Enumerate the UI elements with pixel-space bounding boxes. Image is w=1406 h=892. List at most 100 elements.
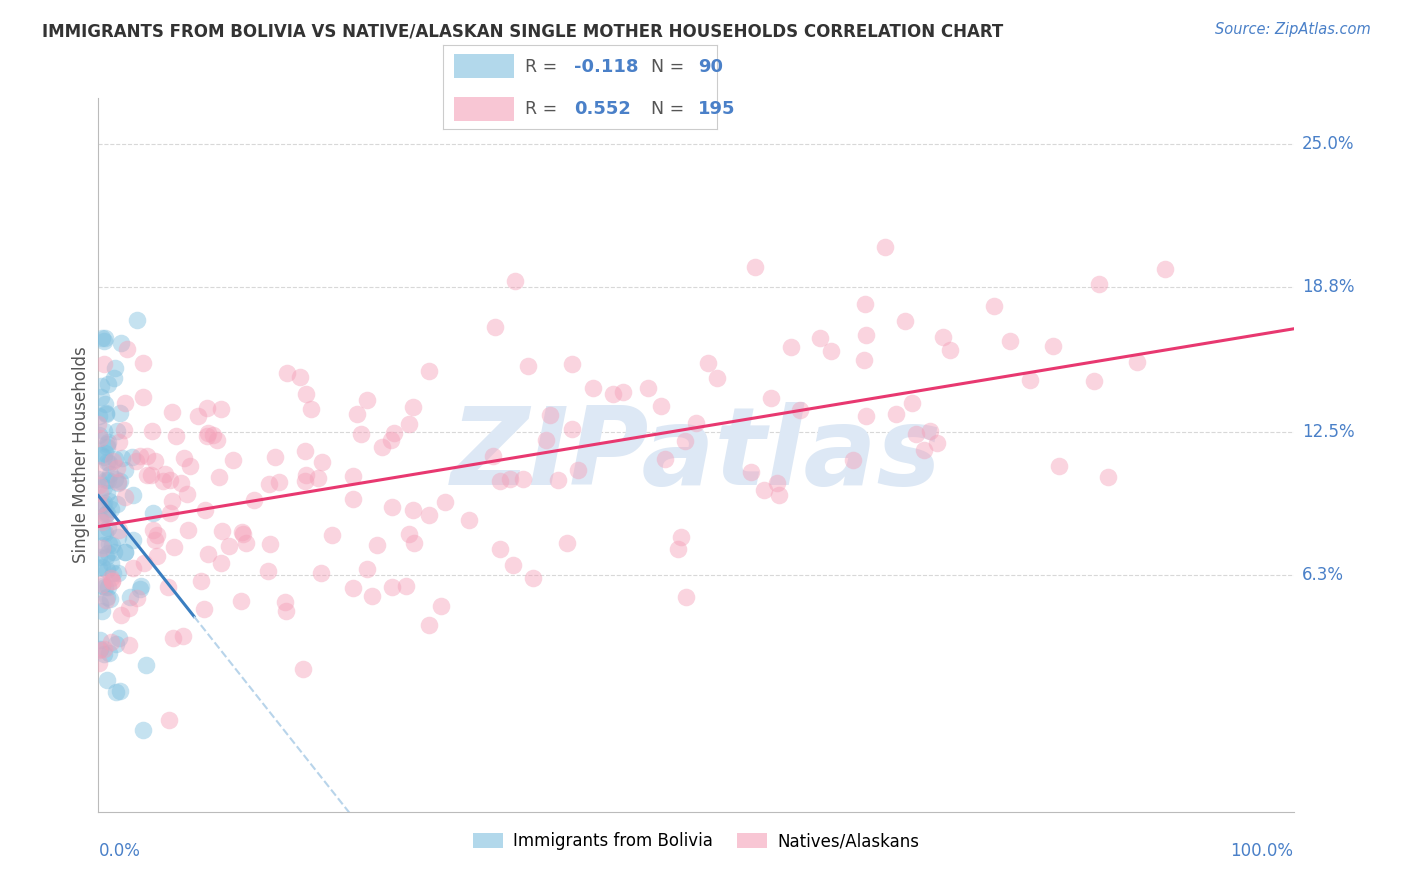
Point	[87, 643, 110, 657]
Point	[96, 408, 118, 422]
Point	[855, 328, 877, 343]
Point	[418, 508, 440, 522]
Point	[94, 446, 117, 460]
Point	[93, 334, 115, 348]
Point	[108, 631, 131, 645]
Point	[855, 409, 877, 424]
Point	[157, 713, 180, 727]
Point	[927, 436, 949, 450]
Point	[90, 379, 112, 393]
Point	[299, 402, 322, 417]
Point	[294, 474, 316, 488]
Point	[939, 343, 962, 357]
Point	[567, 463, 589, 477]
Point	[768, 488, 790, 502]
Point	[173, 451, 195, 466]
Point	[103, 544, 125, 558]
Point	[780, 340, 803, 354]
Point	[100, 538, 122, 552]
Point	[160, 405, 183, 419]
Point	[118, 638, 141, 652]
Point	[105, 498, 128, 512]
Point	[91, 498, 114, 512]
Point	[108, 474, 131, 488]
Point	[875, 240, 897, 254]
Point	[202, 427, 225, 442]
Text: N =: N =	[651, 100, 690, 118]
Point	[94, 508, 117, 523]
Point	[157, 580, 180, 594]
Point	[129, 449, 152, 463]
Point	[89, 498, 111, 512]
Point	[669, 530, 692, 544]
Point	[602, 387, 624, 401]
Point	[87, 463, 110, 477]
Point	[998, 334, 1021, 348]
Point	[94, 580, 117, 594]
Point	[211, 524, 233, 538]
Point	[118, 590, 141, 604]
Point	[134, 556, 156, 570]
Point	[96, 437, 118, 451]
Point	[145, 453, 167, 467]
Point	[96, 486, 118, 500]
Point	[675, 591, 697, 605]
Point	[89, 512, 111, 526]
Point	[983, 299, 1005, 313]
Point	[912, 442, 935, 457]
Text: R =: R =	[526, 100, 562, 118]
Point	[114, 463, 136, 477]
Point	[142, 523, 165, 537]
Point	[307, 471, 329, 485]
Point	[100, 571, 122, 585]
Point	[209, 556, 232, 570]
Point	[706, 370, 728, 384]
Point	[311, 566, 333, 581]
Point	[697, 356, 720, 370]
Point	[382, 425, 405, 440]
Point	[187, 409, 209, 424]
Point	[808, 331, 831, 345]
Point	[96, 590, 118, 604]
Point	[1019, 373, 1042, 387]
Point	[1042, 339, 1064, 353]
Point	[295, 467, 318, 482]
Point	[90, 330, 112, 344]
Point	[894, 314, 917, 328]
Point	[276, 366, 298, 380]
Point	[93, 496, 115, 510]
Point	[1126, 354, 1149, 368]
Point	[89, 428, 111, 442]
Point	[96, 506, 118, 520]
Point	[360, 589, 382, 603]
Point	[87, 409, 110, 424]
Point	[108, 684, 131, 698]
Point	[101, 454, 124, 468]
Text: 12.5%: 12.5%	[1302, 423, 1354, 441]
Point	[141, 424, 163, 438]
Point	[135, 468, 157, 483]
Point	[294, 443, 316, 458]
Point	[356, 562, 378, 576]
Point	[434, 494, 457, 508]
Point	[195, 429, 218, 443]
Point	[257, 477, 280, 491]
Point	[321, 527, 343, 541]
Point	[91, 541, 114, 555]
Point	[93, 357, 115, 371]
Point	[561, 422, 583, 436]
Point	[122, 561, 145, 575]
Point	[402, 502, 425, 516]
Point	[547, 473, 569, 487]
Point	[96, 455, 118, 469]
Text: 18.8%: 18.8%	[1302, 278, 1354, 296]
Point	[744, 260, 766, 274]
Point	[612, 385, 634, 400]
Point	[458, 513, 481, 527]
Point	[135, 449, 157, 463]
Point	[366, 538, 388, 552]
Point	[110, 607, 132, 622]
Point	[87, 417, 110, 431]
Point	[132, 723, 155, 737]
Point	[100, 502, 122, 516]
